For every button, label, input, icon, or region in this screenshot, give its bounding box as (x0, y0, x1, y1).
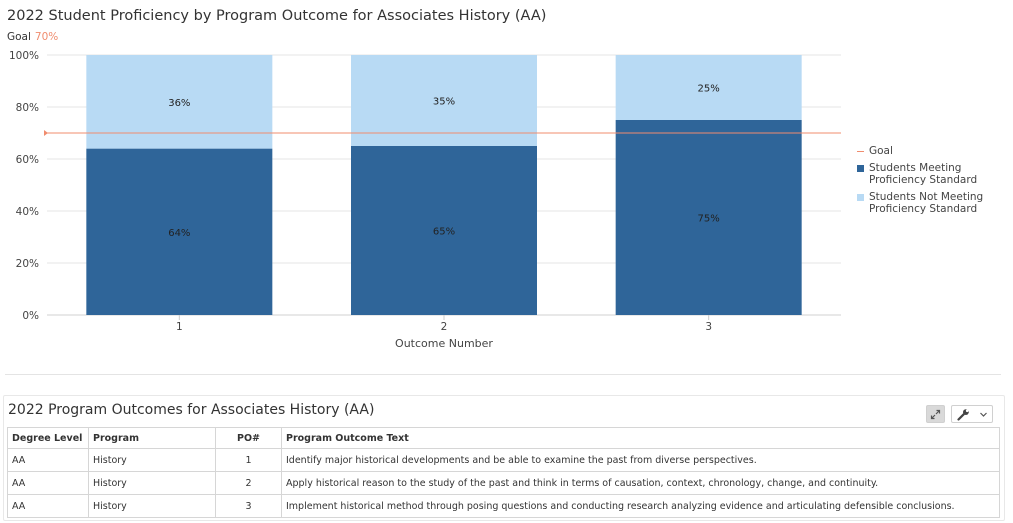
y-axis-ticks: 0% 20% 40% 60% 80% 100% (9, 50, 39, 322)
cell-outcome-text: Identify major historical developments a… (281, 448, 1000, 472)
chevron-down-icon (979, 412, 987, 417)
cell-outcome-text: Apply historical reason to the study of … (281, 471, 1000, 495)
bar-label-not-meeting: 25% (698, 84, 720, 95)
table-row: AA History 2 Apply historical reason to … (7, 471, 1000, 495)
cell-program: History (88, 494, 216, 518)
y-tick-label: 20% (16, 258, 39, 270)
outcomes-panel: 2022 Program Outcomes for Associates His… (3, 395, 1005, 521)
bar-meeting (351, 146, 537, 315)
goal-note-value: 70% (34, 31, 59, 43)
cell-degree-level: AA (7, 448, 89, 472)
x-axis-title: Outcome Number (395, 337, 493, 350)
x-axis-ticks: 1 2 3 (176, 315, 712, 333)
cell-outcome-text: Implement historical method through posi… (281, 494, 1000, 518)
y-tick-label: 100% (9, 50, 39, 62)
legend-label-goal: Goal (869, 145, 893, 157)
cell-po-number: 3 (215, 494, 282, 518)
x-tick-label: 2 (441, 321, 448, 333)
cell-program: History (88, 448, 216, 472)
goal-marker (44, 130, 48, 136)
y-tick-label: 0% (22, 310, 39, 322)
table-title: 2022 Program Outcomes for Associates His… (8, 402, 375, 418)
legend-label-meeting: Students Meeting Proficiency Standard (869, 161, 978, 187)
legend-item-not-meeting[interactable]: Students Not Meeting Proficiency Standar… (856, 191, 999, 216)
bar-not-meeting (615, 55, 802, 120)
bar-meeting (615, 120, 802, 315)
goal-note: Goal 70% (7, 31, 58, 43)
legend-meeting-swatch (857, 164, 864, 172)
legend-goal-line (857, 151, 864, 152)
expand-button[interactable] (926, 405, 945, 423)
bar-label-meeting: 65% (433, 227, 455, 238)
bar-meeting (86, 148, 273, 315)
table-header-row: Degree Level Program PO# Program Outcome… (7, 427, 1000, 449)
bar-label-meeting: 64% (168, 228, 190, 239)
legend-item-goal[interactable]: Goal (856, 145, 999, 158)
x-tick-label: 3 (705, 321, 712, 333)
cell-degree-level: AA (7, 471, 89, 495)
section-divider (5, 374, 1001, 375)
y-tick-label: 80% (16, 102, 39, 114)
legend-item-meeting[interactable]: Students Meeting Proficiency Standard (856, 162, 999, 187)
bars: 64% 36% 65% 35% 75% 25% (86, 55, 802, 315)
header-po-number: PO# (215, 427, 282, 449)
outcomes-table: Degree Level Program PO# Program Outcome… (7, 427, 1000, 518)
proficiency-chart: 0% 20% 40% 60% 80% 100% 64% 36% 65% 35% 75% 25% 1 2… (9, 50, 841, 350)
bar-label-not-meeting: 35% (433, 97, 455, 108)
wrench-icon (956, 408, 969, 421)
goal-layer (44, 130, 841, 136)
legend-label-not-meeting: Students Not Meeting Proficiency Standar… (869, 190, 984, 216)
x-tick-label: 1 (176, 321, 183, 333)
cell-program: History (88, 471, 216, 495)
settings-dropdown-button[interactable] (951, 405, 993, 423)
header-outcome-text: Program Outcome Text (281, 427, 1000, 449)
cell-po-number: 1 (215, 448, 282, 472)
header-program: Program (88, 427, 216, 449)
goal-note-label: Goal (7, 31, 31, 43)
bar-label-not-meeting: 36% (168, 98, 190, 109)
cell-po-number: 2 (215, 471, 282, 495)
cell-degree-level: AA (7, 494, 89, 518)
bar-not-meeting (351, 55, 537, 146)
bar-label-meeting: 75% (698, 214, 720, 225)
chart-title: 2022 Student Proficiency by Program Outc… (7, 8, 547, 24)
header-degree-level: Degree Level (7, 427, 89, 449)
expand-icon (930, 409, 941, 419)
legend-not-meeting-swatch (857, 193, 864, 201)
y-tick-label: 60% (16, 154, 39, 166)
chart-legend: Goal Students Meeting Proficiency Standa… (856, 145, 999, 220)
y-tick-label: 40% (16, 206, 39, 218)
table-row: AA History 1 Identify major historical d… (7, 448, 1000, 472)
table-row: AA History 3 Implement historical method… (7, 494, 1000, 518)
